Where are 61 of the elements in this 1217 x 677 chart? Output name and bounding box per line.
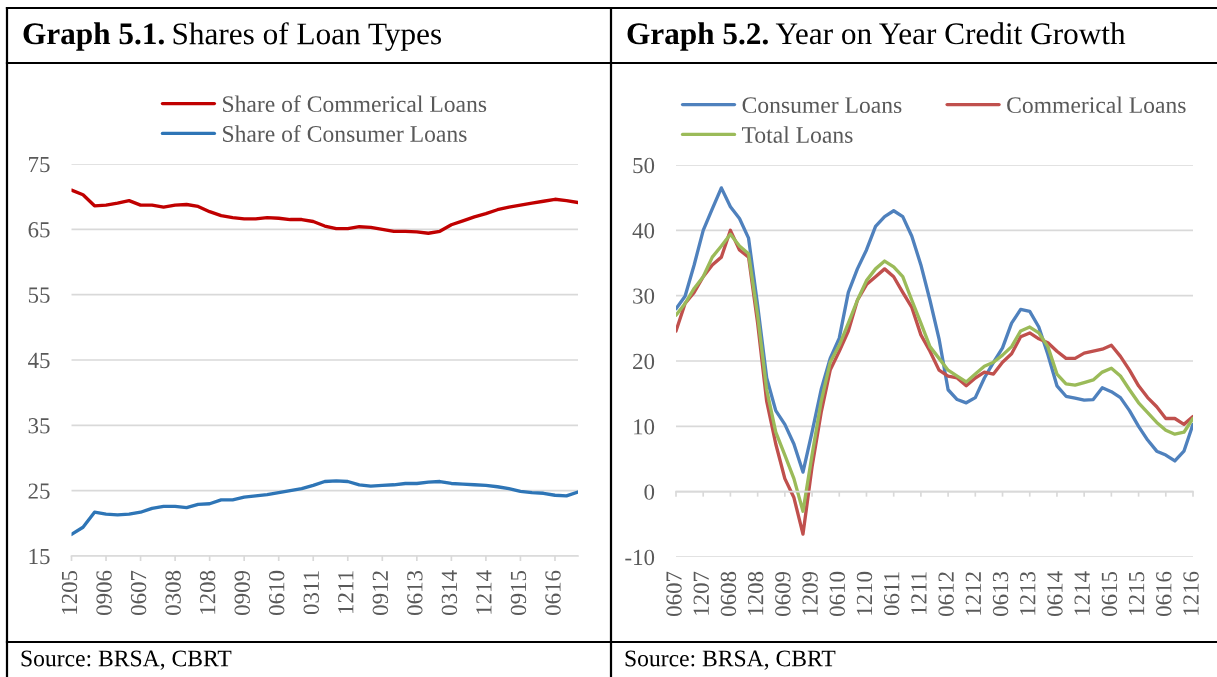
x-tick-label: 1208 <box>747 571 764 615</box>
x-tick-label: 1212 <box>965 572 981 615</box>
x-tick-label: 0612 <box>938 572 954 616</box>
x-tick-label: 0607 <box>666 571 682 616</box>
line-series <box>71 479 578 537</box>
x-tick-label: 1209 <box>802 571 818 615</box>
x-tick-label: 0912 <box>372 571 389 615</box>
line-series <box>71 188 578 235</box>
x-tick-label: 1211 <box>911 572 927 614</box>
x-tick-label: 0616 <box>545 570 561 615</box>
legend-label: Share of Consumer Loans <box>223 125 467 142</box>
x-tick-label: 0609 <box>775 571 791 616</box>
x-tick-label: 0611 <box>883 572 900 616</box>
y-tick-label: 25 <box>28 483 50 499</box>
x-tick-label: 0615 <box>1101 571 1118 616</box>
x-tick-label: 0314 <box>441 570 458 615</box>
chart-title: Graph 5.1. Shares of Loan Types <box>23 22 441 51</box>
y-tick-label: 0 <box>644 484 655 500</box>
x-tick-label: 0909 <box>234 570 250 615</box>
x-tick-label: 0915 <box>510 570 527 615</box>
y-tick-label: 40 <box>632 223 655 239</box>
y-tick-label: 50 <box>633 157 655 174</box>
x-tick-label: 1215 <box>1128 571 1145 615</box>
x-tick-label: 0613 <box>992 571 1009 616</box>
y-tick-label: 10 <box>634 419 655 435</box>
y-tick-label: 15 <box>29 548 50 565</box>
x-tick-label: 0616 <box>1156 571 1172 616</box>
x-tick-label: 0610 <box>829 571 845 616</box>
y-tick-label: 65 <box>28 222 50 238</box>
source-note: Source: BRSA, CBRT <box>21 650 232 670</box>
x-tick-label: 1213 <box>1020 571 1036 615</box>
legend-label: Commerical Loans <box>1007 96 1186 114</box>
x-tick-label: 1211 <box>338 571 354 613</box>
legend-label: Total Loans <box>742 126 853 143</box>
legend-label: Consumer Loans <box>742 97 902 114</box>
x-tick-label: 0614 <box>1047 571 1063 616</box>
y-tick-label: 55 <box>28 287 50 303</box>
chart-title: Graph 5.2. Year on Year Credit Growth <box>627 22 1126 51</box>
x-tick-label: 1214 <box>1074 571 1090 615</box>
x-tick-label: 1208 <box>199 570 216 614</box>
source-note: Source: BRSA, CBRT <box>625 650 836 670</box>
x-tick-label: 1210 <box>856 571 873 615</box>
x-tick-label: 0608 <box>720 571 737 616</box>
x-tick-label: 1207 <box>693 571 709 615</box>
x-tick-label: 0311 <box>303 571 319 615</box>
y-tick-label: 75 <box>29 156 50 173</box>
legend-label: Share of Commerical Loans <box>223 95 487 113</box>
x-tick-label: 1214 <box>476 570 492 614</box>
y-tick-label: 45 <box>28 352 50 369</box>
x-tick-label: 1216 <box>1183 571 1199 615</box>
y-tick-label: -10 <box>625 549 655 566</box>
y-tick-label: 30 <box>633 288 655 304</box>
y-tick-label: 20 <box>633 353 655 370</box>
x-tick-label: 0607 <box>130 570 147 615</box>
x-tick-label: 0308 <box>165 570 181 615</box>
y-tick-label: 35 <box>28 418 50 434</box>
x-tick-label: 1205 <box>61 570 78 614</box>
x-tick-label: 0906 <box>96 570 112 615</box>
line-series <box>676 186 1193 474</box>
x-tick-label: 0610 <box>268 570 285 615</box>
x-tick-label: 0613 <box>407 570 423 615</box>
